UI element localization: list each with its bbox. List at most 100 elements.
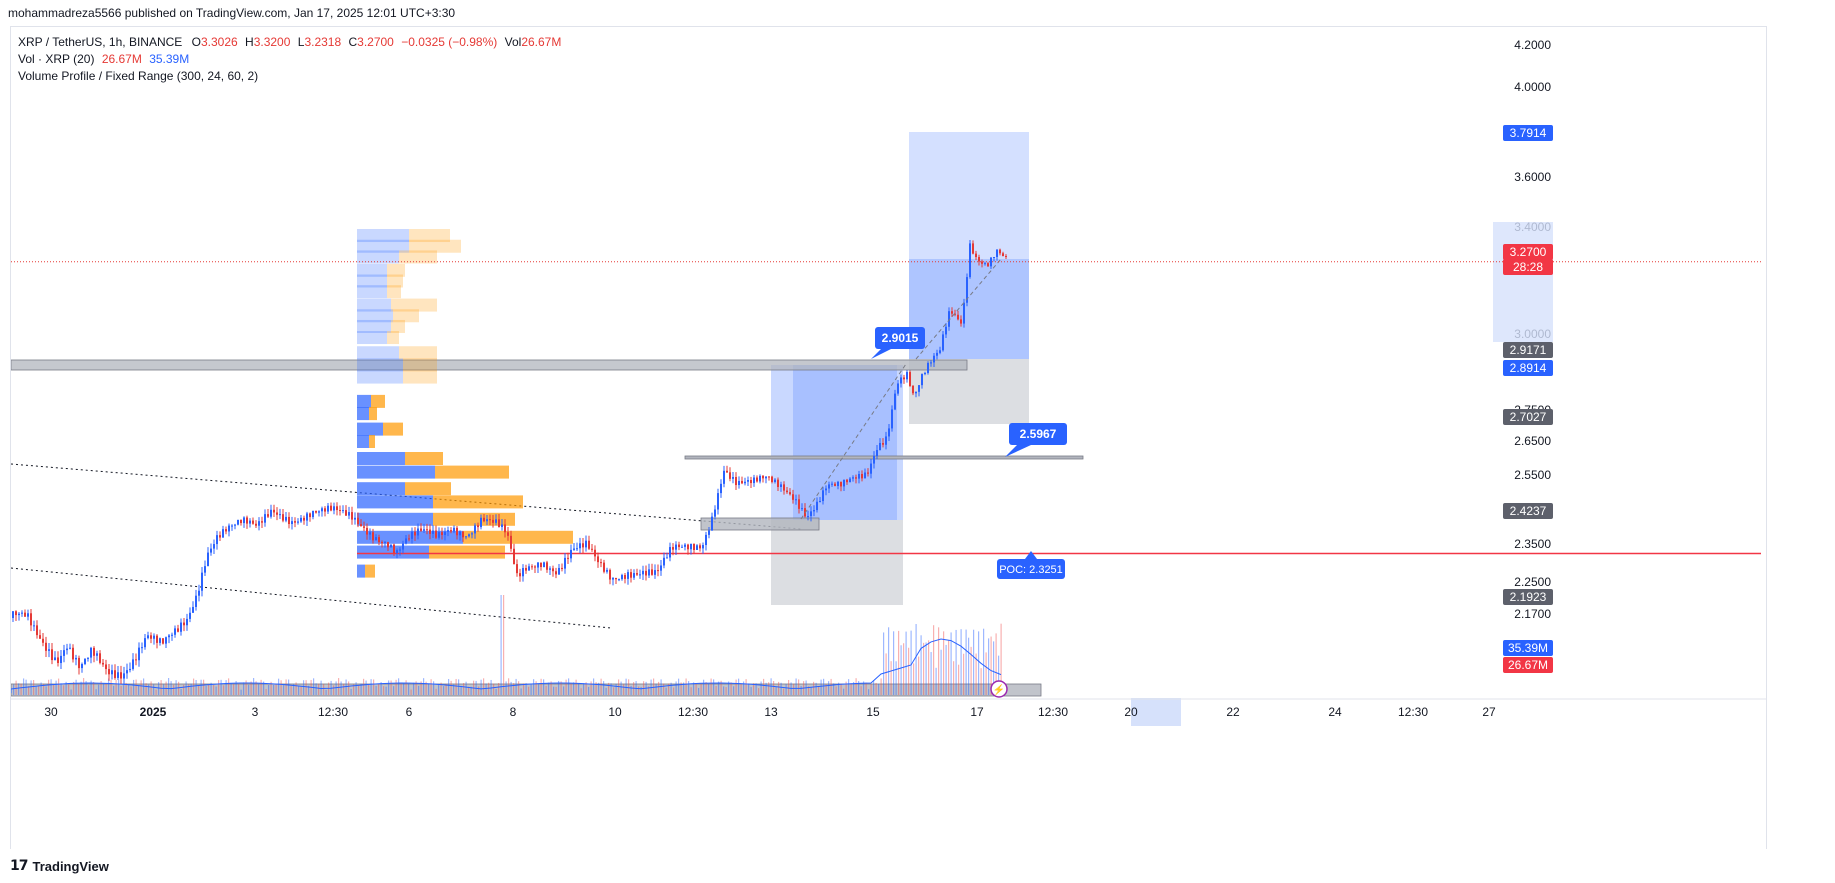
candle-body	[597, 556, 599, 563]
candle-body	[465, 536, 467, 538]
volume-bar	[158, 682, 160, 695]
chart-pane[interactable]: 30 2025 3 12:30 6 8 10 12:30 13 15 17 12:30 20 22 24 12…	[10, 26, 1767, 849]
volume-bar	[318, 683, 320, 695]
volume-bar	[108, 678, 110, 695]
volume-bar	[33, 680, 35, 695]
candle-body	[318, 511, 320, 513]
candle-body	[21, 612, 23, 614]
volume-bar	[365, 680, 367, 695]
candle-body	[555, 571, 557, 575]
volume-bar	[488, 682, 490, 695]
candle-body	[243, 517, 245, 524]
volume-bar	[118, 679, 120, 695]
volume-bar	[133, 679, 135, 695]
candle-body	[702, 545, 704, 549]
price-label-text: 28:28	[1513, 260, 1543, 274]
volume-bar	[613, 687, 615, 695]
candle-body	[300, 517, 302, 522]
volume-profile-up-bar	[357, 250, 399, 264]
volume-bar	[820, 679, 822, 695]
volume-bar	[43, 683, 45, 695]
candle-body	[210, 548, 212, 553]
x-tick-label: 20	[1124, 705, 1138, 719]
candle-body	[117, 672, 119, 678]
candle-body	[501, 524, 503, 527]
candle-body	[339, 510, 341, 512]
volume-bar	[463, 683, 465, 695]
price-chart[interactable]: 30 2025 3 12:30 6 8 10 12:30 13 15 17 12:30 20 22 24 12…	[11, 27, 1766, 849]
candle-body	[219, 535, 221, 538]
volume-bar	[90, 680, 92, 695]
volume-bar	[928, 640, 930, 695]
volume-profile-up-bar	[357, 239, 409, 253]
volume-indicator-title[interactable]: Vol · XRP (20)	[18, 52, 95, 66]
candle-body	[267, 514, 269, 517]
candle-body	[255, 523, 257, 526]
poc-label-text: POC: 2.3251	[999, 564, 1063, 576]
volume-bar	[795, 678, 797, 695]
candle-body	[915, 391, 917, 394]
volume-bar	[830, 678, 832, 695]
candle-body	[660, 565, 662, 571]
tradingview-logo-icon: 17	[10, 858, 29, 874]
price-label-text: 2.4237	[1510, 504, 1547, 518]
candle-body	[708, 530, 710, 535]
candle-body	[309, 513, 311, 518]
volume-bar	[35, 686, 37, 695]
volume-bar	[208, 684, 210, 695]
volume-bar	[520, 688, 522, 695]
volume-bar	[695, 683, 697, 695]
volume-bar	[675, 681, 677, 695]
candle-body	[477, 525, 479, 528]
volume-bar	[290, 685, 292, 695]
candle-body	[453, 527, 455, 532]
trade-path-line-2	[915, 258, 1002, 360]
candle-body	[927, 362, 929, 373]
volume-profile-down-bar	[387, 331, 399, 345]
candle-body	[825, 488, 827, 491]
candle-body	[459, 531, 461, 536]
candle-body	[156, 635, 158, 643]
volume-profile-up-bar	[357, 346, 399, 360]
candle-body	[240, 519, 242, 524]
candle-body	[909, 372, 911, 386]
volume-bar	[205, 685, 207, 695]
symbol-title[interactable]: XRP / TetherUS, 1h, BINANCE	[18, 35, 183, 49]
candle-body	[369, 532, 371, 535]
volume-bar	[948, 640, 950, 695]
candle-body	[855, 477, 857, 479]
volume-bar	[995, 633, 997, 695]
candle-body	[648, 569, 650, 576]
candle-body	[954, 313, 956, 315]
volume-bar	[725, 687, 727, 695]
volume-bar	[703, 679, 705, 695]
volume-bar	[708, 684, 710, 695]
volume-bar	[355, 682, 357, 695]
volume-bar	[888, 627, 890, 695]
volume-profile-title[interactable]: Volume Profile / Fixed Range (300, 24, 6…	[18, 69, 259, 83]
candle-body	[999, 249, 1001, 254]
volume-profile-up-bar	[357, 564, 365, 578]
candle-body	[675, 544, 677, 550]
candle-body	[348, 512, 350, 516]
volume-bar	[548, 682, 550, 695]
candle-body	[480, 517, 482, 528]
volume-bar	[623, 684, 625, 695]
volume-bar	[900, 645, 902, 695]
volume-profile-down-bar	[405, 482, 451, 496]
volume-bar	[333, 685, 335, 695]
volume-bar	[263, 681, 265, 695]
volume-bar	[73, 681, 75, 695]
volume-profile-up-bar	[357, 422, 383, 436]
volume-bar	[460, 685, 462, 695]
footer-brand[interactable]: 17 TradingView	[10, 858, 109, 874]
candle-body	[552, 568, 554, 572]
volume-bar	[408, 683, 410, 695]
volume-bar	[433, 681, 435, 695]
volume-bar	[305, 680, 307, 695]
volume-bar	[973, 629, 975, 695]
candle-body	[279, 514, 281, 516]
volume-bar	[478, 686, 480, 695]
volume-bar	[390, 680, 392, 695]
volume-profile-down-bar	[435, 465, 509, 479]
